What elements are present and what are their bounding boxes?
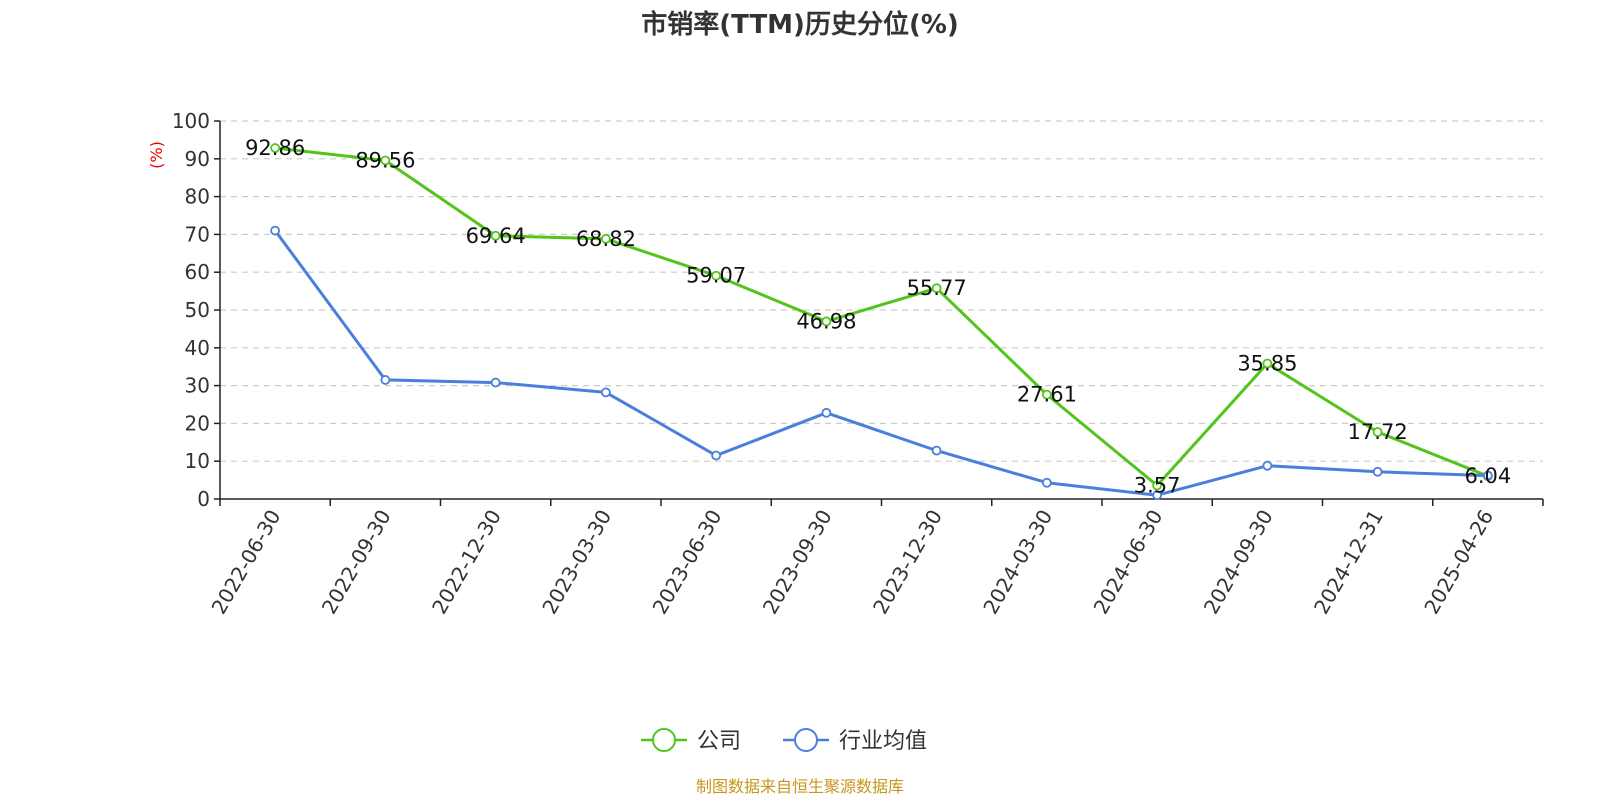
data-label: 69.64 bbox=[466, 224, 526, 248]
data-point[interactable] bbox=[711, 270, 722, 281]
data-point[interactable] bbox=[1152, 480, 1163, 491]
data-point[interactable] bbox=[380, 375, 391, 385]
data-point[interactable] bbox=[931, 283, 942, 294]
series-lines bbox=[270, 143, 1493, 501]
data-label: 6.04 bbox=[1464, 464, 1511, 488]
y-tick-label: 50 bbox=[185, 298, 210, 322]
legend-label: 公司 bbox=[697, 729, 741, 754]
data-labels: 92.86 89.56 69.64 68.82 59.07 46.98 55.77 27.61… bbox=[245, 136, 1511, 498]
data-label: 55.77 bbox=[907, 276, 967, 300]
x-tick-label: 2025-04-26 bbox=[1419, 506, 1498, 619]
x-tick-label: 2024-09-30 bbox=[1199, 506, 1278, 619]
data-point[interactable] bbox=[600, 233, 611, 244]
data-point[interactable] bbox=[270, 143, 281, 153]
x-tick-label: 2024-12-31 bbox=[1309, 506, 1388, 619]
y-tick-label: 100 bbox=[172, 109, 210, 133]
chart-title: 市销率(TTM)历史分位(%) bbox=[641, 9, 959, 40]
y-tick-label: 10 bbox=[185, 449, 210, 473]
legend-label: 行业均值 bbox=[839, 729, 927, 754]
data-point[interactable] bbox=[1372, 427, 1383, 437]
x-tick-label: 2023-03-30 bbox=[537, 506, 616, 619]
y-tick-label: 60 bbox=[185, 260, 210, 284]
legend-marker bbox=[794, 728, 818, 752]
x-tick-label: 2022-12-30 bbox=[427, 506, 506, 619]
series-line-0 bbox=[274, 146, 1489, 488]
y-tick-label: 80 bbox=[185, 185, 210, 209]
legend-item-0[interactable]: 公司 bbox=[641, 728, 741, 754]
series-line-1 bbox=[273, 229, 1488, 497]
y-tick-label: 40 bbox=[185, 336, 210, 360]
data-point[interactable] bbox=[1262, 460, 1273, 471]
y-tick-label: 70 bbox=[185, 222, 210, 246]
data-label: 17.72 bbox=[1348, 420, 1408, 444]
x-tick-label: 2023-12-30 bbox=[868, 506, 947, 619]
data-point[interactable] bbox=[490, 377, 501, 388]
x-tick-label: 2023-09-30 bbox=[758, 506, 837, 619]
data-point[interactable] bbox=[1372, 466, 1383, 477]
y-tick-label: 90 bbox=[185, 147, 210, 171]
data-point[interactable] bbox=[490, 230, 501, 241]
x-tick-label: 2022-06-30 bbox=[207, 506, 286, 619]
grid-lines bbox=[220, 120, 1543, 462]
data-point[interactable] bbox=[600, 387, 611, 398]
y-axis-label: (%) bbox=[147, 141, 166, 169]
y-tick-label: 0 bbox=[197, 487, 210, 511]
data-point[interactable] bbox=[711, 450, 722, 461]
legend[interactable]: 公司 行业均值 bbox=[641, 728, 927, 754]
x-tick-label: 2023-06-30 bbox=[648, 506, 727, 619]
data-point[interactable] bbox=[270, 225, 281, 236]
data-point[interactable] bbox=[821, 407, 832, 418]
axes: 0 10 20 30 40 50 60 70 80 90 100 2022-06-30 2022-09-… bbox=[172, 109, 1544, 619]
data-point[interactable] bbox=[931, 445, 942, 456]
data-point[interactable] bbox=[1041, 477, 1052, 488]
data-label: 89.56 bbox=[355, 148, 415, 172]
data-label: 68.82 bbox=[576, 227, 636, 251]
y-tick-label: 30 bbox=[185, 374, 210, 398]
data-point[interactable] bbox=[821, 316, 832, 327]
data-label: 27.61 bbox=[1017, 383, 1077, 407]
y-tick-label: 20 bbox=[185, 411, 210, 435]
data-label: 3.57 bbox=[1134, 474, 1181, 498]
source-note: 制图数据来自恒生聚源数据库 bbox=[696, 777, 904, 796]
x-tick-label: 2024-03-30 bbox=[978, 506, 1057, 619]
data-label: 92.86 bbox=[245, 136, 305, 160]
data-point[interactable] bbox=[1482, 470, 1493, 481]
data-label: 46.98 bbox=[796, 309, 856, 333]
data-point[interactable] bbox=[1041, 389, 1052, 400]
data-point[interactable] bbox=[1152, 490, 1163, 501]
x-tick-label: 2022-09-30 bbox=[317, 506, 396, 619]
x-tick-label: 2024-06-30 bbox=[1089, 506, 1168, 619]
legend-marker bbox=[652, 728, 676, 752]
data-label: 35.85 bbox=[1237, 351, 1297, 375]
data-point[interactable] bbox=[1262, 358, 1273, 369]
data-label: 59.07 bbox=[686, 264, 746, 288]
data-point[interactable] bbox=[380, 155, 391, 166]
legend-item-1[interactable]: 行业均值 bbox=[783, 728, 927, 754]
